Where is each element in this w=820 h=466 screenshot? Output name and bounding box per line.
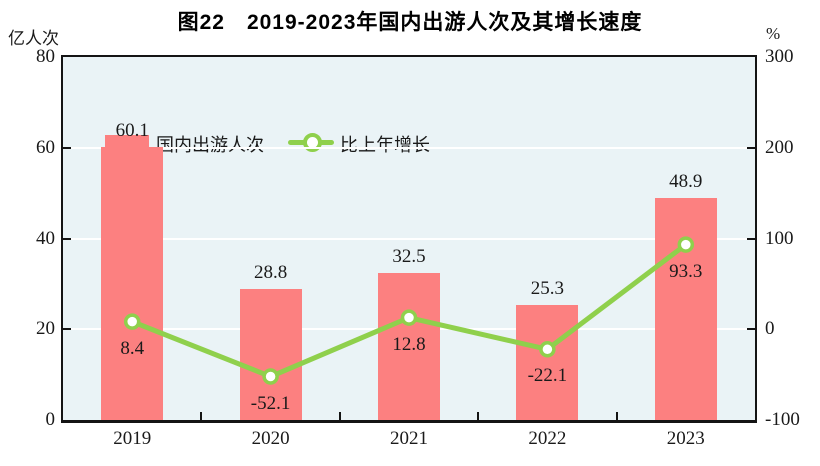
left-axis-unit: 亿人次 bbox=[8, 29, 59, 48]
bar-2019 bbox=[101, 147, 164, 420]
bar-2021 bbox=[378, 272, 440, 420]
line-marker-icon bbox=[677, 236, 695, 253]
growth-line bbox=[123, 236, 695, 385]
bar-2023 bbox=[654, 198, 717, 420]
left-axis-tick bbox=[62, 237, 71, 240]
line-value-label: 93.3 bbox=[669, 260, 703, 282]
x-axis-label-2019: 2019 bbox=[113, 428, 152, 449]
right-axis-label: 200 bbox=[765, 136, 794, 158]
right-axis-tick bbox=[747, 146, 756, 149]
bar-value-label: 25.3 bbox=[530, 278, 565, 300]
x-axis-tick bbox=[200, 412, 203, 420]
right-axis-tick bbox=[747, 328, 756, 331]
bar-value-label: 60.1 bbox=[115, 120, 149, 142]
bar-value-label: 48.9 bbox=[669, 171, 703, 193]
plot-area: 国内出游人次 比上年增长 60.1 28.8 32.5 25.3 48.9 8.4 -52.… bbox=[61, 55, 757, 423]
left-axis-tick bbox=[62, 146, 71, 149]
bar-value-label: 32.5 bbox=[392, 245, 426, 267]
line-value-label: 8.4 bbox=[120, 337, 145, 359]
left-axis-label: 80 bbox=[36, 46, 55, 67]
legend-line-label: 比上年增长 bbox=[340, 135, 430, 155]
line-marker-icon bbox=[400, 309, 418, 326]
legend-bar-label: 国内出游人次 bbox=[156, 135, 264, 155]
x-axis-tick bbox=[338, 412, 341, 420]
right-axis-label: 300 bbox=[765, 46, 794, 67]
x-axis-label-2020: 2020 bbox=[251, 428, 290, 449]
line-marker-icon bbox=[539, 341, 556, 358]
line-value-label: -22.1 bbox=[527, 365, 568, 387]
gridline bbox=[63, 146, 755, 149]
chart-title: 图22 2019-2023年国内出游人次及其增长速度 bbox=[177, 11, 643, 34]
line-marker-icon bbox=[262, 368, 279, 385]
legend-bar-swatch bbox=[105, 135, 149, 150]
line-value-label: 12.8 bbox=[392, 333, 426, 355]
right-axis-unit: % bbox=[766, 24, 781, 43]
right-axis-label: 100 bbox=[765, 227, 794, 249]
bar-2020 bbox=[239, 289, 302, 420]
left-axis-label: 40 bbox=[36, 227, 55, 249]
x-axis-tick bbox=[477, 412, 480, 420]
left-axis-tick bbox=[62, 328, 71, 331]
x-axis-tick bbox=[615, 412, 618, 420]
bar-2022 bbox=[516, 305, 579, 420]
left-axis-label: 20 bbox=[36, 318, 55, 340]
line-value-label: -52.1 bbox=[250, 392, 291, 414]
left-axis-label: 0 bbox=[45, 409, 56, 430]
x-axis-label-2023: 2023 bbox=[666, 428, 705, 449]
left-axis-label: 60 bbox=[36, 136, 55, 158]
bar-value-label: 28.8 bbox=[253, 262, 288, 284]
gridline bbox=[63, 237, 755, 240]
x-axis-label-2021: 2021 bbox=[390, 428, 428, 449]
x-axis-label-2022: 2022 bbox=[528, 428, 567, 449]
line-marker-icon bbox=[123, 313, 141, 330]
right-axis-tick bbox=[747, 237, 756, 240]
right-axis-label: -100 bbox=[765, 409, 800, 430]
right-axis-label: 0 bbox=[765, 318, 775, 340]
